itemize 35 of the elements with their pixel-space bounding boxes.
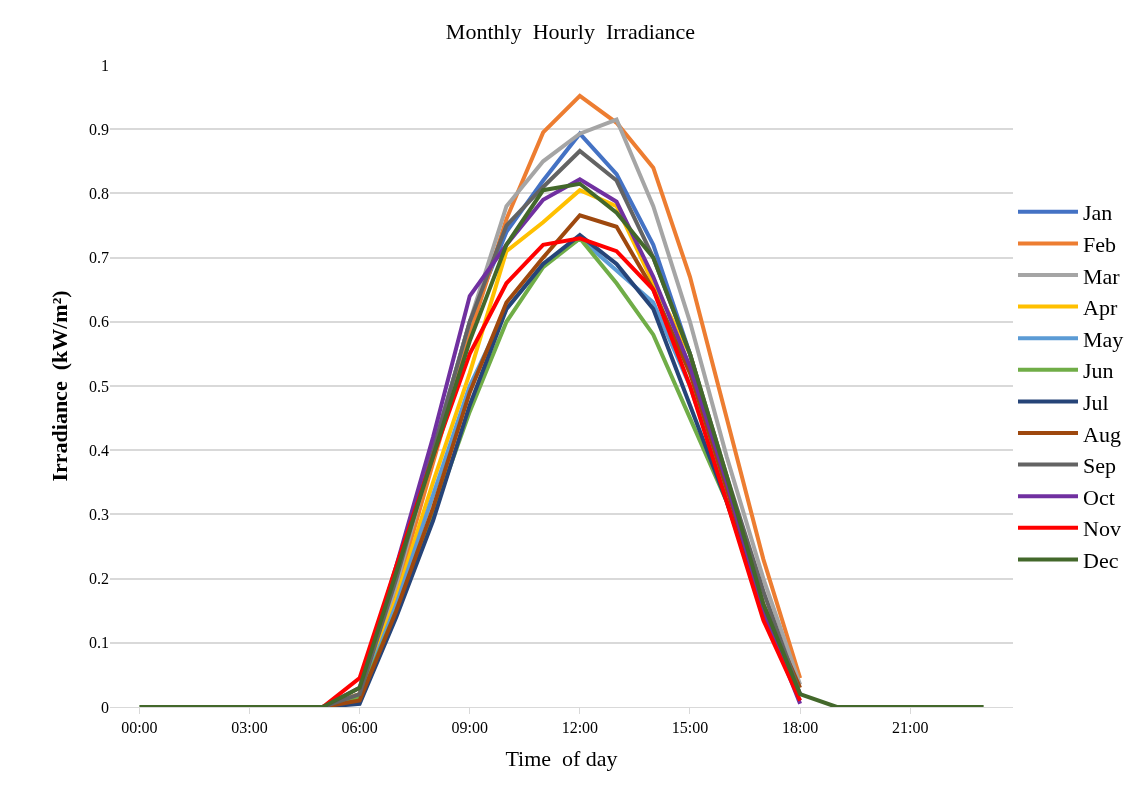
y-tick-label: 1	[101, 56, 109, 74]
legend-label: Mar	[1083, 263, 1121, 289]
legend-label: Apr	[1083, 295, 1118, 321]
y-tick-label: 0.8	[89, 185, 109, 202]
chart-title: Monthly Hourly Irradiance	[445, 19, 696, 45]
legend-label: Nov	[1083, 516, 1121, 542]
legend-label: Dec	[1083, 547, 1119, 573]
x-axis-title: Time of day	[505, 746, 618, 772]
x-tick-label: 15:00	[671, 719, 709, 737]
x-tick-label: 18:00	[781, 719, 819, 737]
x-tick-label: 06:00	[341, 719, 378, 737]
x-tick-label: 21:00	[891, 719, 929, 737]
legend-label: Sep	[1083, 453, 1116, 479]
y-tick-label: 0.7	[89, 249, 109, 267]
y-tick-label: 0.4	[89, 441, 109, 459]
x-tick-label: 00:00	[121, 719, 158, 737]
legend-label: Oct	[1083, 484, 1115, 510]
legend-label: Feb	[1083, 231, 1116, 257]
y-tick-label: 0.5	[89, 377, 109, 395]
y-tick-label: 0.9	[89, 120, 109, 138]
legend-label: Jan	[1083, 200, 1113, 226]
x-tick-label: 12:00	[561, 719, 599, 737]
legend-label: Aug	[1083, 421, 1121, 447]
x-tick-label: 03:00	[231, 719, 268, 737]
y-axis-title: Irradiance (kW/m²)	[46, 290, 72, 482]
x-tick-label: 09:00	[451, 719, 488, 737]
line-series	[137, 181, 986, 707]
y-tick-label: 0.1	[89, 634, 109, 652]
y-tick-label: 0	[101, 698, 109, 716]
legend-label: Jun	[1083, 358, 1114, 384]
legend-label: May	[1083, 326, 1124, 352]
legend-label: Jul	[1083, 389, 1109, 415]
y-tick-label: 0.3	[89, 506, 109, 523]
y-tick-label: 0.6	[89, 313, 109, 331]
y-tick-label: 0.2	[89, 570, 109, 588]
